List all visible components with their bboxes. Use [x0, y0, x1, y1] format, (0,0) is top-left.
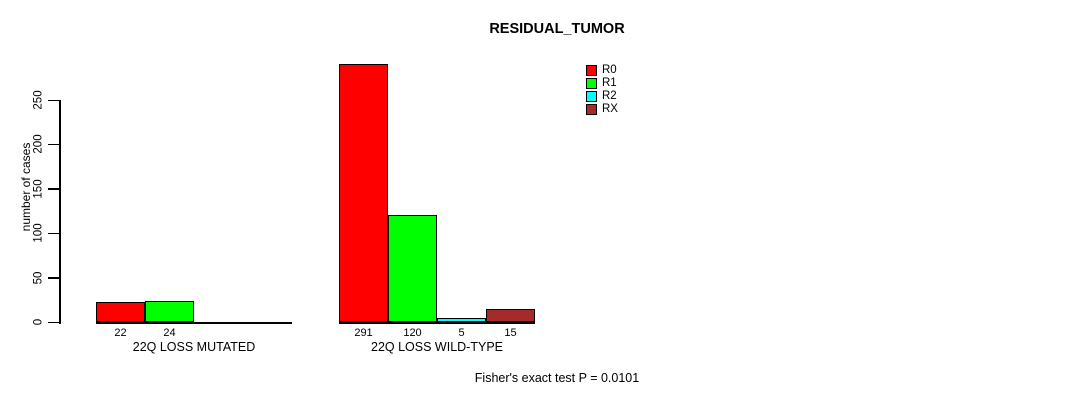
bar-r1: [388, 215, 437, 322]
x-axis-baseline: [96, 322, 292, 324]
bar-value-label: 120: [403, 327, 422, 339]
bar-value-label: 24: [163, 327, 176, 339]
y-tick-label: 200: [32, 134, 45, 154]
bar-r0: [339, 63, 388, 322]
y-tick-label: 50: [32, 271, 45, 284]
category-label: 22Q LOSS WILD-TYPE: [371, 340, 503, 354]
legend-swatch-icon: [586, 78, 597, 89]
category-label: 22Q LOSS MUTATED: [132, 340, 256, 354]
legend-swatch-icon: [586, 91, 597, 102]
y-tick-mark: [48, 321, 60, 323]
y-tick-mark: [48, 99, 60, 101]
fisher-test-annotation: Fisher's exact test P = 0.0101: [474, 371, 640, 385]
y-tick-label: 0: [32, 318, 45, 326]
legend-item-r1: R1: [586, 77, 618, 90]
legend: R0 R1 R2 RX: [586, 64, 618, 116]
y-tick-mark: [48, 232, 60, 235]
legend-item-r2: R2: [586, 90, 618, 103]
legend-item-rx: RX: [586, 103, 618, 116]
legend-swatch-icon: [586, 65, 597, 76]
bar-value-label: 291: [354, 327, 373, 339]
legend-label: R0: [602, 64, 617, 76]
bar-value-label: 5: [458, 327, 465, 339]
y-tick-mark: [48, 277, 60, 279]
x-axis-baseline: [339, 322, 535, 324]
legend-swatch-icon: [586, 104, 597, 115]
bar-value-label: 15: [504, 327, 517, 339]
y-tick-label: 150: [32, 179, 45, 199]
legend-label: R2: [602, 90, 617, 102]
bar-value-label: 22: [114, 327, 127, 339]
legend-label: R1: [602, 77, 617, 89]
y-tick-mark: [48, 143, 60, 146]
chart-title: RESIDUAL_TUMOR: [489, 21, 625, 37]
legend-item-r0: R0: [586, 64, 618, 77]
y-tick-mark: [48, 188, 60, 190]
bar-rx: [486, 308, 535, 322]
legend-label: RX: [602, 103, 618, 115]
y-tick-label: 100: [32, 223, 45, 243]
bar-r1: [145, 300, 194, 322]
y-axis-label: number of cases: [19, 142, 33, 232]
bar-r0: [96, 302, 145, 322]
bar-r2: [437, 317, 486, 322]
y-axis-line: [59, 100, 61, 324]
y-tick-label: 250: [32, 90, 45, 110]
